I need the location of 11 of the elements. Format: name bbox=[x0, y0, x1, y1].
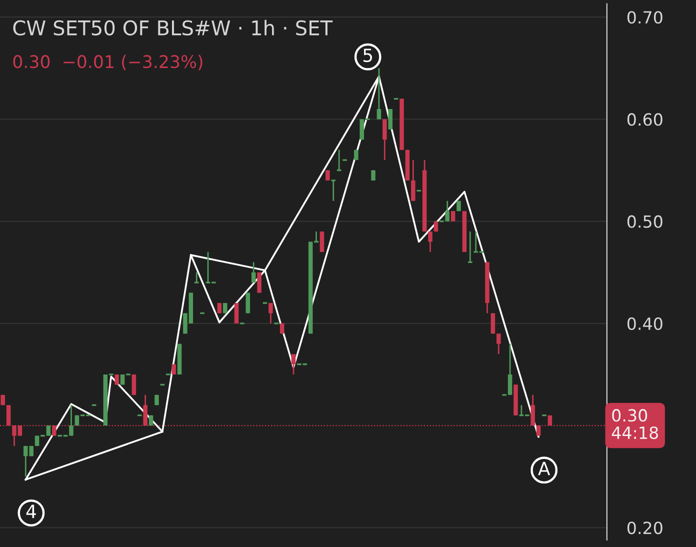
y-tick-label: 0.70 bbox=[627, 11, 662, 24]
annotation: 4 bbox=[26, 504, 36, 518]
y-tick-label: 0.40 bbox=[627, 317, 662, 330]
y-tick-label: 0.50 bbox=[627, 215, 662, 228]
annotation: A bbox=[538, 462, 550, 476]
text: 0.30 −0.01 (−3.23%) bbox=[13, 54, 202, 70]
annotation: 5 bbox=[364, 48, 372, 62]
text: CW SET50 OF BLS#W · 1h · SET bbox=[13, 20, 333, 36]
ref-line-label: 0.30 44:18 bbox=[612, 409, 658, 440]
y-tick-label: 0.20 bbox=[627, 522, 662, 534]
y-tick-label: 0.60 bbox=[627, 113, 662, 126]
